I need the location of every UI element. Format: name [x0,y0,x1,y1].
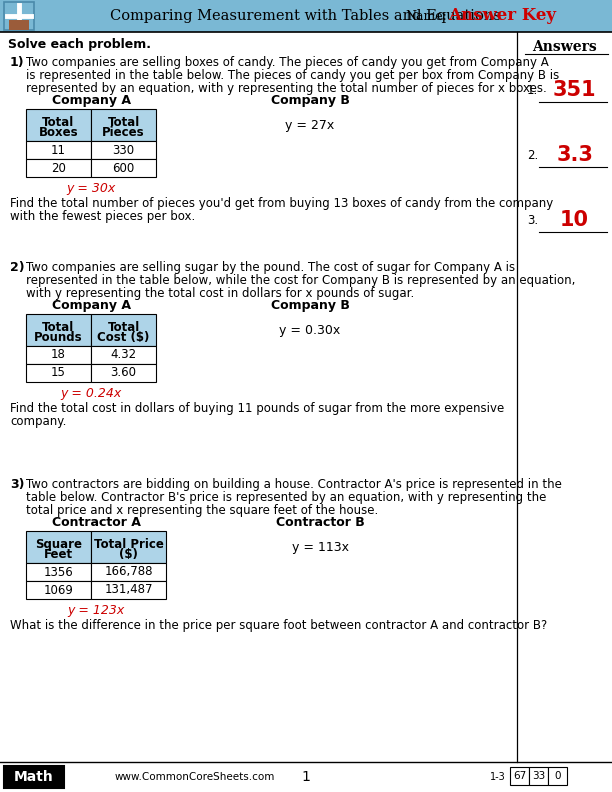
Text: 1: 1 [302,770,310,784]
Text: Math: Math [14,770,54,784]
Text: Comparing Measurement with Tables and Equations: Comparing Measurement with Tables and Eq… [111,9,501,23]
Bar [91,563,166,581]
Text: 11: 11 [51,143,66,157]
Text: 3.3: 3.3 [556,145,593,165]
Text: 330: 330 [113,143,135,157]
Text: Total: Total [107,321,140,334]
Text: Contractor A: Contractor A [51,516,140,529]
Text: 166,788: 166,788 [104,565,153,578]
Bar [91,364,156,382]
Text: table below. Contractor B's price is represented by an equation, with y represen: table below. Contractor B's price is rep… [26,491,547,504]
Text: company.: company. [10,415,66,428]
Bar [4,2,34,30]
Text: Two companies are selling boxes of candy. The pieces of candy you get from Compa: Two companies are selling boxes of candy… [26,56,549,69]
Text: What is the difference in the price per square foot between contractor A and con: What is the difference in the price per … [10,619,547,632]
Bar [0,762,612,792]
Text: y = 113x: y = 113x [291,541,348,554]
Text: y = 0.24x: y = 0.24x [61,387,122,400]
Text: Company A: Company A [51,299,130,312]
Text: Pieces: Pieces [102,126,145,139]
Text: 18: 18 [51,348,66,361]
Bar [548,767,567,785]
Text: 1): 1) [10,56,24,69]
Text: 3): 3) [10,478,24,491]
Text: Feet: Feet [44,548,73,561]
Bar [26,364,91,382]
Text: 3.: 3. [527,214,539,227]
Text: Company B: Company B [271,299,349,312]
Text: 131,487: 131,487 [104,584,153,596]
Text: 1069: 1069 [43,584,73,596]
Text: Two companies are selling sugar by the pound. The cost of sugar for Company A is: Two companies are selling sugar by the p… [26,261,515,274]
Text: Pounds: Pounds [34,331,83,344]
Text: 67: 67 [513,771,526,781]
Text: is represented in the table below. The pieces of candy you get per box from Comp: is represented in the table below. The p… [26,69,559,82]
Text: ($): ($) [119,548,138,561]
Text: Total: Total [42,116,75,129]
Text: represented by an equation, with y representing the total number of pieces for x: represented by an equation, with y repre… [26,82,547,95]
Text: Total: Total [42,321,75,334]
Text: Cost ($): Cost ($) [97,331,150,344]
Text: Total: Total [107,116,140,129]
Text: 3.60: 3.60 [111,367,136,379]
Text: 15: 15 [51,367,66,379]
Bar [91,141,156,159]
Text: 1356: 1356 [43,565,73,578]
Text: 1.: 1. [527,84,539,97]
Bar [26,159,91,177]
Text: 20: 20 [51,162,66,174]
Text: Boxes: Boxes [39,126,78,139]
Text: Name:: Name: [405,10,447,22]
Text: with y representing the total cost in dollars for x pounds of sugar.: with y representing the total cost in do… [26,287,414,300]
Bar [26,346,91,364]
Bar [0,0,612,32]
Text: 0: 0 [554,771,561,781]
Text: y = 123x: y = 123x [67,604,125,617]
Text: y = 27x: y = 27x [285,119,335,132]
Text: Answer Key: Answer Key [448,7,556,25]
Text: Square: Square [35,538,82,551]
Text: with the fewest pieces per box.: with the fewest pieces per box. [10,210,195,223]
Text: 600: 600 [113,162,135,174]
Text: Two contractors are bidding on building a house. Contractor A's price is represe: Two contractors are bidding on building … [26,478,562,491]
Text: Find the total cost in dollars of buying 11 pounds of sugar from the more expens: Find the total cost in dollars of buying… [10,402,504,415]
Bar [26,531,91,563]
Text: 4.32: 4.32 [110,348,136,361]
Text: y = 30x: y = 30x [66,182,116,195]
Text: 351: 351 [553,80,596,100]
Bar [4,766,64,788]
Text: Answers: Answers [532,40,597,54]
Text: Company A: Company A [51,94,130,107]
Text: 2): 2) [10,261,24,274]
Text: Find the total number of pieces you'd get from buying 13 boxes of candy from the: Find the total number of pieces you'd ge… [10,197,553,210]
Bar [529,767,548,785]
Bar [26,563,91,581]
Text: Contractor B: Contractor B [275,516,364,529]
Bar [26,141,91,159]
Text: Solve each problem.: Solve each problem. [8,38,151,51]
Bar [91,346,156,364]
Text: y = 0.30x: y = 0.30x [279,324,341,337]
Bar [91,581,166,599]
Text: www.CommonCoreSheets.com: www.CommonCoreSheets.com [115,772,275,782]
Bar [26,581,91,599]
Text: 10: 10 [560,210,589,230]
Text: represented in the table below, while the cost for Company B is represented by a: represented in the table below, while th… [26,274,575,287]
Bar [26,314,91,346]
Text: 2.: 2. [527,149,539,162]
Text: 33: 33 [532,771,545,781]
Text: total price and x representing the square feet of the house.: total price and x representing the squar… [26,504,378,517]
Bar [26,109,91,141]
Text: Company B: Company B [271,94,349,107]
Text: Total Price: Total Price [94,538,163,551]
Bar [510,767,529,785]
Bar [9,20,29,30]
Bar [91,531,166,563]
Bar [91,109,156,141]
Bar [91,314,156,346]
Bar [91,159,156,177]
Text: 1-3: 1-3 [490,772,506,782]
